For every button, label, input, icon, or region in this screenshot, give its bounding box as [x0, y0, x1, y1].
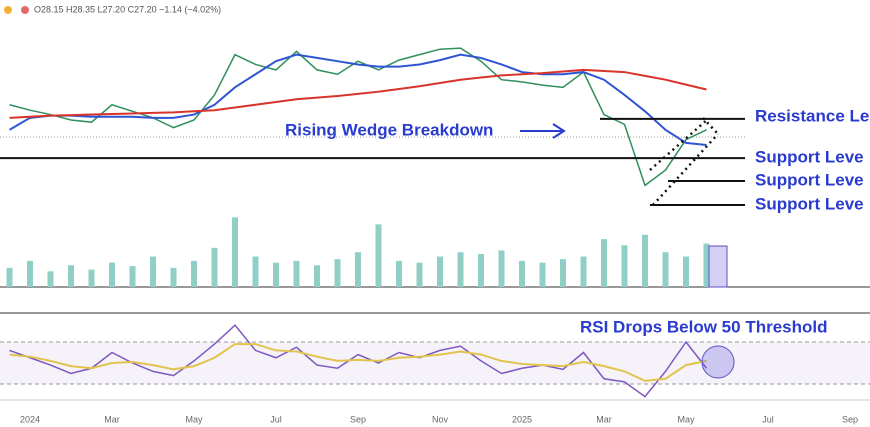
price-panel: Resistance Le Support Leve Support Leve Sup…: [0, 47, 869, 213]
wedge-lower: [652, 133, 719, 206]
series-line: [9, 324, 708, 398]
x-tick-label: 2025: [512, 414, 532, 424]
arrow-head: [552, 123, 566, 139]
volume-panel: [6, 217, 710, 287]
series-line: [8, 53, 707, 147]
volume-bar: [88, 269, 95, 287]
series-line: [9, 343, 707, 382]
volume-bar: [601, 239, 607, 287]
volume-highlight: [708, 245, 728, 288]
volume-bar: [293, 260, 300, 287]
volume-bar: [47, 271, 54, 287]
level-label: Resistance Le: [755, 106, 869, 125]
volume-bar: [580, 256, 587, 287]
annotation: RSI Drops Below 50 Threshold: [580, 317, 828, 336]
volume-bar: [314, 265, 320, 287]
volume-bar: [519, 260, 525, 287]
volume-bar: [703, 243, 710, 287]
volume-bar: [498, 250, 505, 287]
level-label: Support Leve: [755, 194, 864, 213]
volume-bar: [539, 262, 546, 287]
volume-bar: [621, 245, 628, 287]
volume-bar: [662, 252, 669, 287]
volume-bar: [642, 234, 648, 287]
volume-bar: [150, 256, 156, 287]
volume-bar: [396, 260, 402, 287]
volume-bar: [683, 256, 689, 287]
x-tick-label: Sep: [842, 414, 858, 424]
volume-bar: [211, 247, 218, 287]
volume-bar: [109, 262, 115, 287]
x-tick-label: May: [185, 414, 203, 424]
x-tick-label: Jul: [270, 414, 282, 424]
volume-bar: [437, 256, 443, 287]
volume-bar: [6, 267, 13, 287]
volume-bar: [170, 267, 177, 287]
volume-bar: [273, 262, 279, 287]
volume-bar: [68, 265, 74, 287]
annotation: Rising Wedge Breakdown: [285, 120, 493, 139]
series-line: [9, 47, 707, 187]
volume-bar: [129, 266, 136, 287]
volume-bar: [560, 259, 566, 287]
ohlc-header: O28.15 H28.35 L27.20 C27.20 −1.14 (−4.02…: [34, 4, 221, 14]
volume-bar: [355, 252, 361, 287]
volume-bar: [375, 224, 382, 287]
volume-bar: [252, 256, 259, 287]
volume-bar: [457, 252, 464, 287]
x-tick-label: May: [677, 414, 695, 424]
series-line: [9, 68, 707, 119]
level-label: Support Leve: [755, 170, 864, 189]
x-tick-label: 2024: [20, 414, 40, 424]
icon: [4, 6, 12, 14]
x-tick-label: Mar: [104, 414, 120, 424]
icon: [21, 6, 29, 14]
volume-bar: [416, 262, 423, 287]
rsi-highlight: [701, 345, 735, 379]
volume-bar: [334, 259, 341, 287]
volume-bar: [191, 260, 197, 287]
volume-bar: [27, 260, 33, 287]
x-tick-label: Mar: [596, 414, 612, 424]
x-tick-label: Jul: [762, 414, 774, 424]
level-label: Support Leve: [755, 148, 864, 167]
x-tick-label: Sep: [350, 414, 366, 424]
wedge-upper: [649, 118, 709, 171]
rsi-panel: 2024 Mar May Jul Sep Nov 2025 Mar May Jul Sep: [0, 324, 870, 424]
wedge-end: [702, 117, 719, 135]
volume-bar: [478, 253, 484, 287]
x-tick-label: Nov: [432, 414, 449, 424]
volume-bar: [232, 217, 238, 287]
